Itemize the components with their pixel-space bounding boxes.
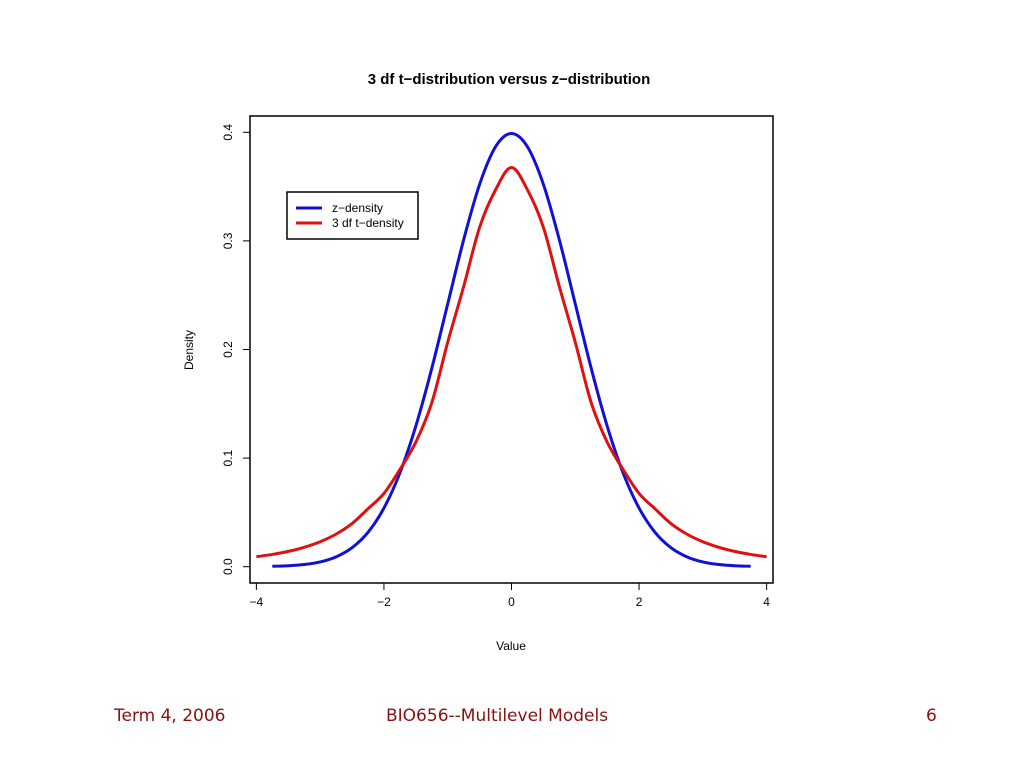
legend-label-z-density: z−density <box>332 201 383 215</box>
footer-date: Term 4, 2006 <box>114 706 226 726</box>
legend: z−density 3 df t−density <box>286 191 419 240</box>
y-tick-label: 0.0 <box>221 558 235 575</box>
chart: 3 df t−distribution versus z−distributio… <box>182 71 774 653</box>
series-line-t-density <box>256 165 767 559</box>
footer-page-number: 6 <box>926 706 937 726</box>
y-tick-label: 0.4 <box>221 124 235 141</box>
x-tick-label: −4 <box>250 595 264 609</box>
y-axis-label: Density <box>182 330 196 370</box>
y-tick-label: 0.3 <box>221 232 235 249</box>
y-tick-label: 0.1 <box>221 449 235 466</box>
plot-frame <box>249 115 774 584</box>
footer-course-title: BIO656--Multilevel Models <box>386 706 609 726</box>
series-layer <box>256 131 767 568</box>
x-tick-label: 0 <box>508 595 515 609</box>
chart-title: 3 df t−distribution versus z−distributio… <box>368 71 651 88</box>
x-tick-label: −2 <box>377 595 391 609</box>
x-tick-label: 4 <box>763 595 770 609</box>
legend-box <box>286 191 419 240</box>
y-tick-label: 0.2 <box>221 341 235 358</box>
legend-label-t-density: 3 df t−density <box>332 216 404 230</box>
y-axis: 0.0 0.1 0.2 0.3 0.4 <box>221 124 250 575</box>
x-axis-label: Value <box>496 639 526 653</box>
x-tick-label: 2 <box>636 595 643 609</box>
series-line-z-density <box>272 131 751 568</box>
x-axis: −4 −2 0 2 4 <box>250 583 770 609</box>
